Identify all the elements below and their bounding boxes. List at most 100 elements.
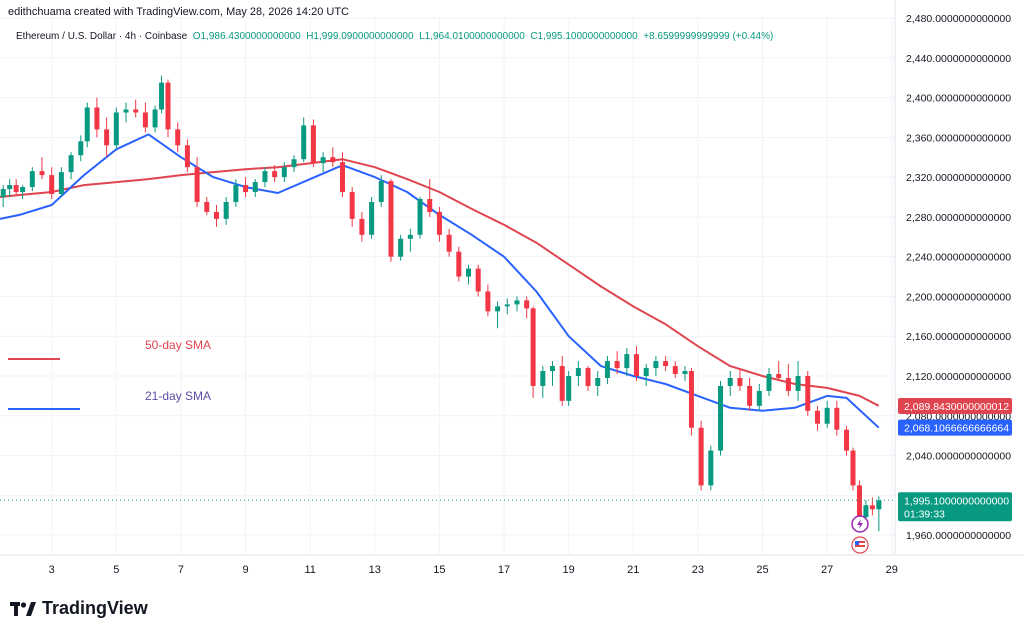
sma21-price-tag-bg [898, 419, 1012, 436]
candle-body [718, 385, 724, 451]
candle-body [756, 390, 762, 406]
candle-body [585, 368, 591, 386]
symbol-name[interactable]: Ethereum / U.S. Dollar · 4h · Coinbase [16, 31, 188, 42]
candle-body [175, 129, 181, 146]
candle-body [876, 500, 882, 510]
candle-body [369, 201, 375, 235]
sma50-price-tag: 2,089.8430000000012 [898, 397, 1012, 414]
candle-body [688, 371, 694, 428]
candle-body [123, 109, 129, 113]
candles [0, 75, 882, 532]
candle-body [850, 450, 856, 486]
x-tick-label: 9 [242, 564, 248, 576]
candle-body [595, 377, 601, 386]
y-tick-label: 2,480.0000000000000 [906, 13, 1011, 25]
candle-body [104, 129, 110, 146]
candle-body [824, 407, 830, 424]
candle-body [634, 354, 640, 376]
x-tick-label: 25 [756, 564, 768, 576]
grid [0, 0, 1024, 556]
candle-body [436, 211, 442, 235]
y-tick-label: 2,160.0000000000000 [906, 331, 1011, 343]
candle-body [614, 361, 620, 369]
candle-body [475, 268, 481, 292]
candle-body [378, 181, 384, 202]
candle-body [672, 366, 678, 375]
candle-body [349, 192, 355, 219]
us-flag-icon[interactable] [851, 536, 869, 554]
candle-body [566, 376, 572, 401]
candle-body [133, 109, 139, 113]
author-line: edithchuama created with TradingView.com… [8, 6, 349, 18]
candle-body [766, 374, 772, 391]
candle-body [747, 385, 753, 406]
x-tick-label: 17 [498, 564, 510, 576]
candle-body [604, 361, 610, 378]
y-tick-label: 1,960.0000000000000 [906, 530, 1011, 542]
candle-body [795, 376, 801, 391]
symbol-bar: Ethereum / U.S. Dollar · 4h · Coinbase O… [16, 31, 773, 42]
candle-body [84, 107, 90, 142]
candle-body [330, 157, 336, 163]
candle-body [359, 218, 365, 235]
candle-body [682, 371, 688, 375]
x-tick-label: 19 [563, 564, 575, 576]
price-tags: 2,089.8430000000012 2,068.1066666666664 1,… [898, 397, 1012, 522]
candle-body [407, 234, 413, 239]
candle-body [624, 354, 630, 369]
candle-body [504, 304, 510, 307]
candle-body [540, 371, 546, 386]
candle-body [805, 376, 811, 411]
candle-body [165, 82, 171, 130]
tradingview-logo-icon [10, 600, 36, 618]
candle-body [698, 427, 704, 486]
close-value: C1,995.1000000000000 [530, 31, 638, 42]
candle-body [94, 107, 100, 130]
sma21-price-tag: 2,068.1066666666664 [898, 419, 1012, 436]
candle-body [785, 377, 791, 391]
y-tick-label: 2,040.0000000000000 [906, 451, 1011, 463]
candle-body [863, 505, 869, 518]
x-tick-label: 23 [692, 564, 704, 576]
candle-body [339, 162, 345, 193]
candle-body [320, 157, 326, 164]
last-price-tag-text: 1,995.1000000000000 [904, 495, 1009, 507]
candle-body [152, 109, 158, 128]
candle-body [466, 268, 472, 277]
y-tick-label: 2,120.0000000000000 [906, 371, 1011, 383]
last-price-tag-text: 01:39:33 [904, 508, 945, 520]
y-tick-label: 2,320.0000000000000 [906, 172, 1011, 184]
sma50-price-tag-bg [898, 397, 1012, 414]
low-value: L1,964.0100000000000 [419, 31, 525, 42]
candle-body [262, 171, 268, 183]
x-tick-label: 27 [821, 564, 833, 576]
y-tick-label: 2,240.0000000000000 [906, 252, 1011, 264]
candle-body [663, 361, 669, 367]
candle-body [223, 201, 229, 219]
candle-body [213, 211, 219, 219]
lightning-icon[interactable] [851, 515, 869, 533]
candle-body [530, 308, 536, 386]
candle-body [388, 181, 394, 257]
change-value: +8.6599999999999 (+0.44%) [643, 31, 774, 42]
candle-body [708, 450, 714, 486]
y-tick-label: 2,400.0000000000000 [906, 93, 1011, 105]
y-axis: 1,960.00000000000002,000.00000000000002,… [906, 13, 1011, 542]
candle-body [20, 187, 26, 193]
candle-body [550, 366, 556, 372]
sma21-legend-label: 21-day SMA [145, 389, 211, 403]
candle-body [194, 167, 200, 202]
candle-body [291, 159, 297, 168]
candle-body [272, 171, 278, 178]
candle-body [78, 141, 84, 156]
candle-body [159, 82, 165, 110]
candle-body [281, 167, 287, 178]
x-tick-label: 29 [886, 564, 898, 576]
candle-body [398, 238, 404, 257]
brand-name: TradingView [42, 598, 148, 618]
y-tick-label: 2,280.0000000000000 [906, 212, 1011, 224]
candle-body [575, 368, 581, 376]
candle-body [834, 407, 840, 430]
